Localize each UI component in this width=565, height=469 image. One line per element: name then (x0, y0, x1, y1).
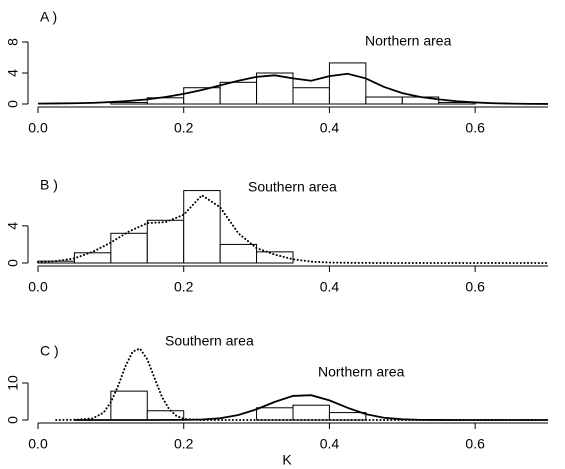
x-tick-label: 0.0 (28, 120, 48, 136)
histogram-bar (110, 232, 148, 264)
histogram-bar (292, 404, 330, 421)
histogram-bar (219, 243, 258, 264)
x-tick-label: 0.6 (465, 279, 485, 295)
x-axis-label: K (282, 452, 292, 468)
x-tick-label: 0.4 (320, 436, 340, 452)
histogram-bar (256, 251, 294, 264)
x-tick-label: 0.4 (320, 279, 340, 295)
y-tick-label: 4 (5, 222, 21, 230)
histogram-bar (365, 96, 403, 105)
x-tick-label: 0.2 (174, 120, 194, 136)
annotation: Southern area (165, 333, 254, 349)
x-tick-label: 0.2 (174, 279, 194, 295)
annotation: Southern area (248, 179, 337, 195)
histogram-bar (146, 410, 185, 421)
x-tick-label: 0.2 (174, 436, 194, 452)
annotation: Northern area (318, 364, 405, 380)
histogram-bar (110, 390, 148, 421)
density-curve (55, 347, 549, 421)
y-tick-label: 4 (5, 69, 21, 77)
density-curve (37, 72, 549, 105)
histogram-bar (256, 407, 294, 421)
y-tick-label: 8 (5, 38, 21, 46)
x-tick-label: 0.0 (28, 279, 48, 295)
histogram-bar (292, 87, 330, 105)
x-tick-label: 0.6 (465, 120, 485, 136)
panel-label: B ) (40, 177, 58, 193)
histogram-bar (73, 252, 112, 264)
histogram-bar (110, 101, 148, 105)
x-tick-label: 0.0 (28, 436, 48, 452)
y-tick-label: 0 (5, 100, 21, 108)
annotation: Northern area (365, 33, 452, 49)
density-curve (74, 394, 548, 421)
histogram-bar (219, 81, 258, 105)
panel-label: A ) (40, 9, 57, 25)
histogram-bar (328, 412, 367, 421)
panel-label: C ) (40, 343, 59, 359)
y-tick-label: 10 (5, 375, 21, 391)
y-tick-label: 0 (5, 416, 21, 424)
x-tick-label: 0.4 (320, 120, 340, 136)
histogram-bar (146, 219, 185, 264)
histogram-bar (328, 62, 367, 105)
y-tick-label: 0 (5, 259, 21, 267)
x-tick-label: 0.6 (465, 436, 485, 452)
density-curve (37, 193, 549, 264)
histogram-bar (183, 190, 221, 264)
